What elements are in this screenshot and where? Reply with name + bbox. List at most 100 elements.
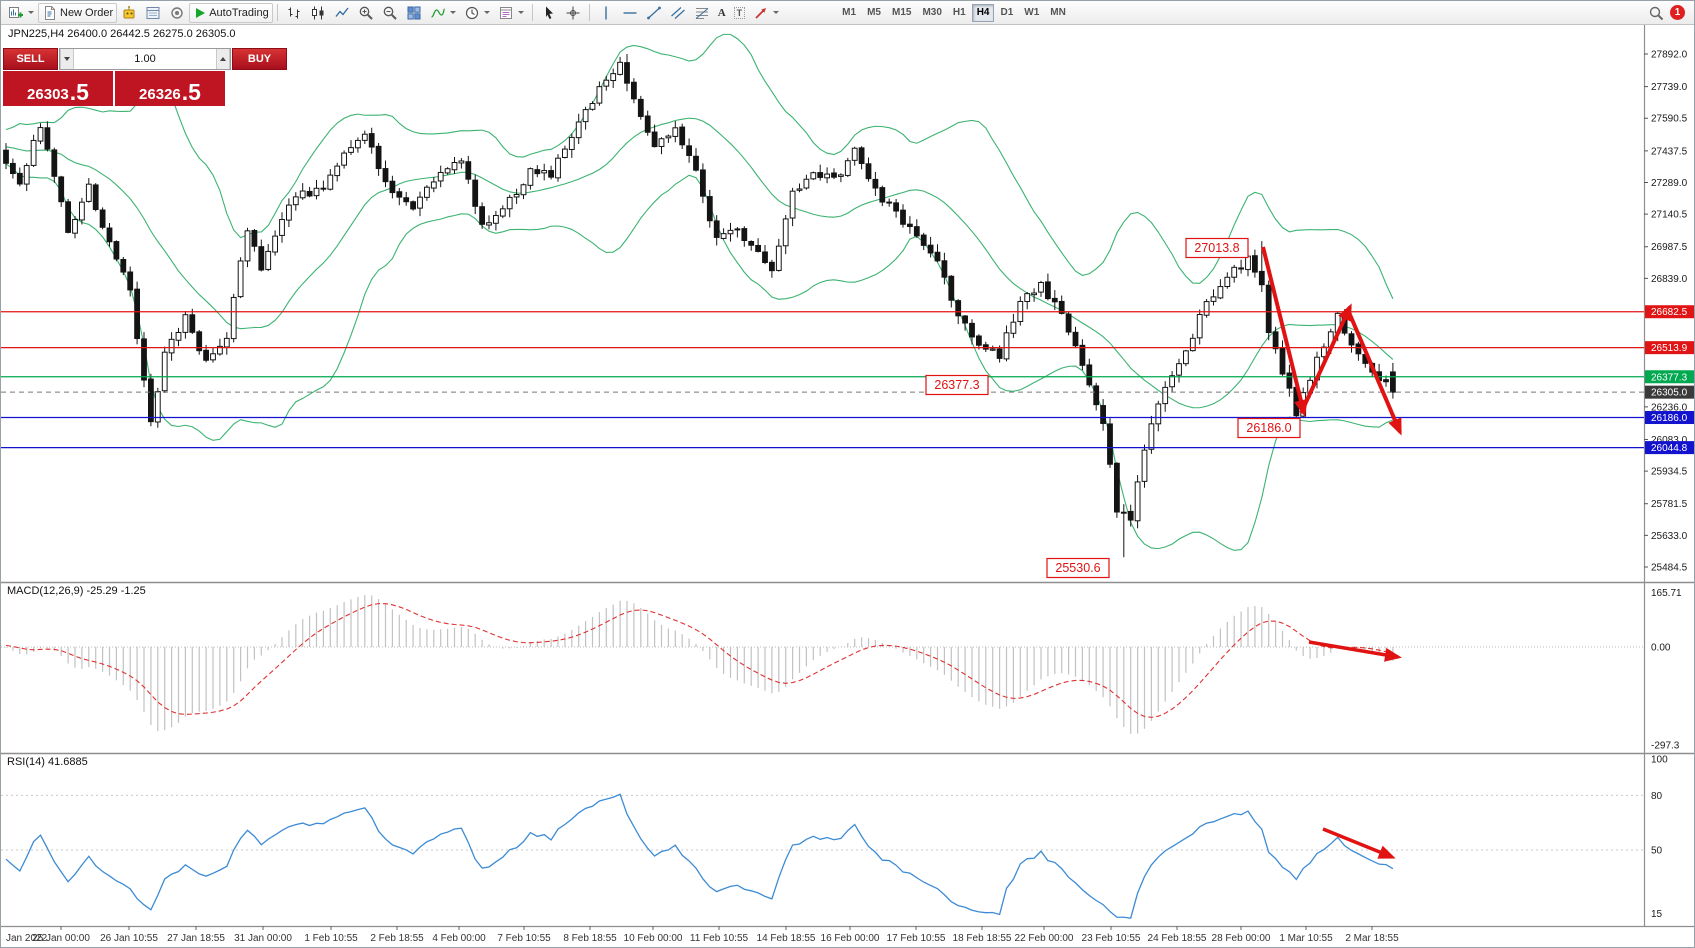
price-annotation[interactable]: 25530.6 xyxy=(1046,557,1110,579)
crosshair-button[interactable] xyxy=(561,3,585,23)
chevron-down-icon xyxy=(483,11,490,14)
line-chart-button[interactable] xyxy=(330,3,354,23)
channel-icon xyxy=(670,6,685,19)
buy-button[interactable]: BUY xyxy=(232,48,287,70)
fibonacci-button[interactable] xyxy=(690,3,714,23)
timeframe-buttons: M1 M5 M15 M30 H1 H4 D1 W1 MN xyxy=(837,3,1071,22)
chevron-down-icon xyxy=(517,11,524,14)
templates-button[interactable] xyxy=(494,3,528,23)
new-chart-button[interactable] xyxy=(4,3,38,23)
record-button[interactable] xyxy=(165,3,189,23)
level-price-label: 26682.5 xyxy=(1651,307,1688,318)
record-icon xyxy=(171,6,183,19)
lot-decrease-button[interactable] xyxy=(60,49,74,69)
trendline-icon xyxy=(646,6,661,19)
data-window-button[interactable] xyxy=(141,3,165,23)
trend-arrow[interactable] xyxy=(1299,303,1352,414)
autotrading-label: AutoTrading xyxy=(209,6,269,19)
tile-windows-button[interactable] xyxy=(402,3,426,23)
price-axis-tick: 25781.5 xyxy=(1651,499,1688,510)
triangle-up-icon xyxy=(220,57,226,61)
price-axis[interactable]: 27892.0 27739.0 27590.5 27437.5 27289.0 27140… xyxy=(1644,50,1695,921)
periods-button[interactable] xyxy=(460,3,494,23)
arrow-object-icon xyxy=(755,7,767,19)
bar-chart-button[interactable] xyxy=(282,3,306,23)
horizontal-line-button[interactable] xyxy=(618,3,642,23)
timeframe-button-w1[interactable]: W1 xyxy=(1019,4,1044,22)
rsi-line xyxy=(5,793,1394,919)
cursor-button[interactable] xyxy=(537,3,561,23)
cursor-icon xyxy=(545,6,553,19)
one-click-trading-panel: SELL BUY 26303.5 26326.5 xyxy=(3,48,287,106)
price-axis-tick: 25484.5 xyxy=(1651,562,1688,573)
trend-arrow[interactable] xyxy=(1346,309,1402,436)
trend-arrow[interactable] xyxy=(1322,827,1396,859)
autotrading-button[interactable]: AutoTrading xyxy=(189,2,273,23)
time-axis-label: 18 Feb 18:55 xyxy=(953,933,1012,944)
search-button[interactable] xyxy=(1644,3,1668,23)
chevron-down-icon xyxy=(28,11,34,14)
price-annotation[interactable]: 27013.8 xyxy=(1185,237,1249,259)
sell-price-main: 26303 xyxy=(27,85,69,103)
time-axis-label: 1 Feb 10:55 xyxy=(304,933,358,944)
autotrading-play-icon xyxy=(196,7,206,18)
toolbar-separator xyxy=(588,4,590,21)
timeframe-button-h4[interactable]: H4 xyxy=(971,3,995,22)
new-order-button[interactable]: New Order xyxy=(38,2,118,23)
rsi-indicator-label: RSI(14) 41.6885 xyxy=(7,756,88,768)
svg-text:26186.0: 26186.0 xyxy=(1246,421,1291,435)
bollinger-bands xyxy=(5,33,1394,551)
one-click-prices: 26303.5 26326.5 xyxy=(3,71,225,106)
data-window-icon xyxy=(146,6,160,19)
trend-arrow[interactable] xyxy=(1308,640,1402,662)
price-annotation[interactable]: 26186.0 xyxy=(1237,417,1301,439)
time-axis-label: 8 Feb 18:55 xyxy=(563,933,617,944)
expert-advisors-button[interactable] xyxy=(117,3,141,23)
price-annotation[interactable]: 26377.3 xyxy=(925,374,989,396)
zoom-out-icon xyxy=(383,6,397,20)
rsi-scale-label: 15 xyxy=(1651,909,1663,920)
lot-increase-button[interactable] xyxy=(216,49,230,69)
timeframe-button-d1[interactable]: D1 xyxy=(995,4,1018,22)
timeframe-button-h1[interactable]: H1 xyxy=(948,4,971,22)
time-axis-label: 7 Feb 10:55 xyxy=(497,933,551,944)
zoom-out-button[interactable] xyxy=(378,3,402,23)
vertical-line-button[interactable] xyxy=(594,3,618,23)
sell-price-pips: .5 xyxy=(69,79,89,106)
label-tool-button[interactable]: T xyxy=(730,3,750,23)
trend-arrow[interactable] xyxy=(1261,246,1308,417)
line-chart-icon xyxy=(335,7,349,17)
timeframe-button-m30[interactable]: M30 xyxy=(917,4,946,22)
current-price-label: 26305.0 xyxy=(1651,388,1688,399)
sell-button[interactable]: SELL xyxy=(3,48,58,70)
time-axis-label: 24 Feb 18:55 xyxy=(1148,933,1207,944)
timeframe-button-m15[interactable]: M15 xyxy=(887,4,916,22)
timeframe-button-m1[interactable]: M1 xyxy=(837,4,861,22)
buy-price-display[interactable]: 26326.5 xyxy=(115,71,225,106)
time-axis-label: 1 Mar 10:55 xyxy=(1279,933,1333,944)
arrows-tool-button[interactable] xyxy=(749,3,783,23)
level-price-label: 26513.9 xyxy=(1651,343,1688,354)
indicators-button[interactable] xyxy=(426,3,460,23)
notification-badge[interactable]: 1 xyxy=(1670,5,1685,20)
timeframe-button-mn[interactable]: MN xyxy=(1045,4,1071,22)
macd-scale-label: 0.00 xyxy=(1651,643,1671,654)
sell-price-display[interactable]: 26303.5 xyxy=(3,71,113,106)
timeframe-button-m5[interactable]: M5 xyxy=(862,4,886,22)
price-axis-tick: 27140.5 xyxy=(1651,210,1688,221)
zoom-in-button[interactable] xyxy=(354,3,378,23)
svg-text:26377.3: 26377.3 xyxy=(934,378,979,392)
time-axis-label: 23 Feb 10:55 xyxy=(1082,933,1141,944)
price-axis-tick: 27437.5 xyxy=(1651,146,1688,157)
svg-text:27013.8: 27013.8 xyxy=(1194,241,1239,255)
price-axis-tick: 25934.5 xyxy=(1651,467,1688,478)
channel-button[interactable] xyxy=(666,3,690,23)
lot-size-input[interactable] xyxy=(74,49,216,69)
level-price-label: 26377.3 xyxy=(1651,372,1688,383)
trendline-button[interactable] xyxy=(642,3,666,23)
candlestick-chart-button[interactable] xyxy=(306,3,330,23)
text-tool-button[interactable]: A xyxy=(714,3,730,23)
buy-price-main: 26326 xyxy=(139,85,181,103)
